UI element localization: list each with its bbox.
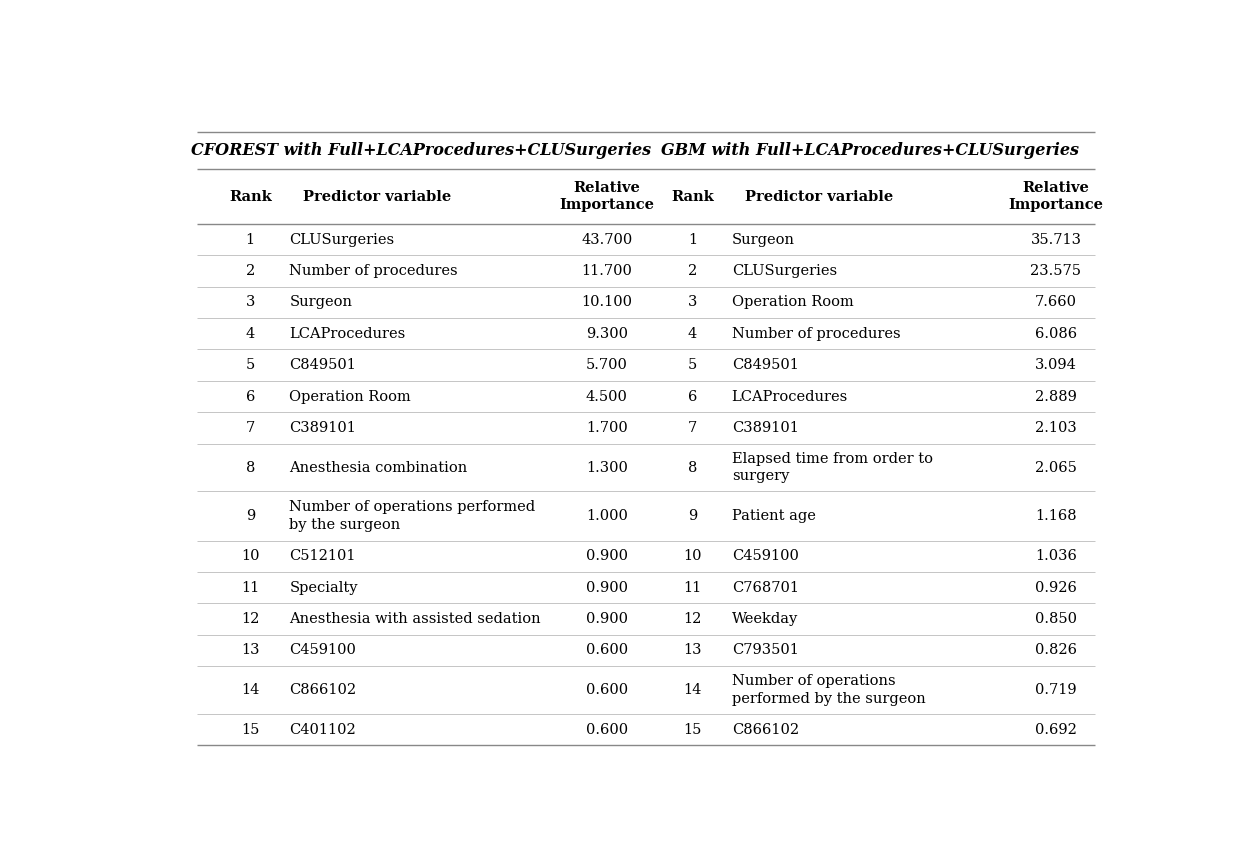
Text: 1: 1 xyxy=(246,233,255,247)
Text: 6.086: 6.086 xyxy=(1034,327,1077,341)
Text: 3: 3 xyxy=(688,295,697,309)
Text: 0.900: 0.900 xyxy=(586,580,627,595)
Text: 1.300: 1.300 xyxy=(586,461,627,474)
Text: 0.900: 0.900 xyxy=(586,550,627,563)
Text: 1.700: 1.700 xyxy=(586,421,627,435)
Text: 0.600: 0.600 xyxy=(586,722,627,737)
Text: 6: 6 xyxy=(688,389,697,403)
Text: Number of procedures: Number of procedures xyxy=(290,264,457,278)
Text: 4: 4 xyxy=(688,327,697,341)
Text: 12: 12 xyxy=(241,612,260,626)
Text: 14: 14 xyxy=(241,683,260,697)
Text: 9: 9 xyxy=(688,509,697,523)
Text: Relative
Importance: Relative Importance xyxy=(1008,181,1104,212)
Text: Surgeon: Surgeon xyxy=(290,295,353,309)
Text: C389101: C389101 xyxy=(732,421,799,435)
Text: 15: 15 xyxy=(241,722,260,737)
Text: 8: 8 xyxy=(246,461,255,474)
Text: 5: 5 xyxy=(246,358,255,372)
Text: 9: 9 xyxy=(246,509,255,523)
Text: Number of operations performed
by the surgeon: Number of operations performed by the su… xyxy=(290,501,536,532)
Text: 7: 7 xyxy=(688,421,697,435)
Text: 7: 7 xyxy=(246,421,255,435)
Text: C389101: C389101 xyxy=(290,421,357,435)
Text: 2.103: 2.103 xyxy=(1034,421,1077,435)
Text: 6: 6 xyxy=(246,389,255,403)
Text: 43.700: 43.700 xyxy=(581,233,633,247)
Text: Elapsed time from order to
surgery: Elapsed time from order to surgery xyxy=(732,452,932,483)
Text: 7.660: 7.660 xyxy=(1034,295,1077,309)
Text: Patient age: Patient age xyxy=(732,509,815,523)
Text: Rank: Rank xyxy=(229,189,272,204)
Text: 0.826: 0.826 xyxy=(1034,644,1077,657)
Text: Operation Room: Operation Room xyxy=(732,295,853,309)
Text: 10: 10 xyxy=(241,550,260,563)
Text: CFOREST with Full+LCAProcedures+CLUSurgeries: CFOREST with Full+LCAProcedures+CLUSurge… xyxy=(192,142,651,159)
Text: GBM with Full+LCAProcedures+CLUSurgeries: GBM with Full+LCAProcedures+CLUSurgeries xyxy=(662,142,1080,159)
Text: Number of operations
performed by the surgeon: Number of operations performed by the su… xyxy=(732,675,925,705)
Text: 0.600: 0.600 xyxy=(586,644,627,657)
Text: 8: 8 xyxy=(688,461,697,474)
Text: Surgeon: Surgeon xyxy=(732,233,795,247)
Text: 10: 10 xyxy=(683,550,702,563)
Text: CLUSurgeries: CLUSurgeries xyxy=(290,233,394,247)
Text: 13: 13 xyxy=(683,644,702,657)
Text: 2: 2 xyxy=(688,264,697,278)
Text: 1.168: 1.168 xyxy=(1034,509,1077,523)
Text: C768701: C768701 xyxy=(732,580,799,595)
Text: 5.700: 5.700 xyxy=(586,358,627,372)
Text: 4.500: 4.500 xyxy=(586,389,627,403)
Text: Operation Room: Operation Room xyxy=(290,389,411,403)
Text: Weekday: Weekday xyxy=(732,612,798,626)
Text: Predictor variable: Predictor variable xyxy=(746,189,893,204)
Text: LCAProcedures: LCAProcedures xyxy=(290,327,406,341)
Text: 4: 4 xyxy=(246,327,255,341)
Text: C849501: C849501 xyxy=(732,358,799,372)
Text: Rank: Rank xyxy=(672,189,714,204)
Text: 15: 15 xyxy=(683,722,702,737)
Text: Relative
Importance: Relative Importance xyxy=(559,181,654,212)
Text: 3.094: 3.094 xyxy=(1034,358,1077,372)
Text: 12: 12 xyxy=(683,612,702,626)
Text: C512101: C512101 xyxy=(290,550,355,563)
Text: 23.575: 23.575 xyxy=(1031,264,1081,278)
Text: 0.692: 0.692 xyxy=(1034,722,1077,737)
Text: C849501: C849501 xyxy=(290,358,357,372)
Text: 2: 2 xyxy=(246,264,255,278)
Text: 0.850: 0.850 xyxy=(1034,612,1077,626)
Text: 35.713: 35.713 xyxy=(1031,233,1081,247)
Text: CLUSurgeries: CLUSurgeries xyxy=(732,264,837,278)
Text: C459100: C459100 xyxy=(290,644,357,657)
Text: Anesthesia with assisted sedation: Anesthesia with assisted sedation xyxy=(290,612,541,626)
Text: C401102: C401102 xyxy=(290,722,357,737)
Text: 5: 5 xyxy=(688,358,697,372)
Text: 1.000: 1.000 xyxy=(586,509,627,523)
Text: 1.036: 1.036 xyxy=(1034,550,1077,563)
Text: 11: 11 xyxy=(683,580,702,595)
Text: 9.300: 9.300 xyxy=(586,327,627,341)
Text: 2.065: 2.065 xyxy=(1034,461,1077,474)
Text: 13: 13 xyxy=(241,644,260,657)
Text: 11.700: 11.700 xyxy=(581,264,633,278)
Text: Specialty: Specialty xyxy=(290,580,358,595)
Text: Predictor variable: Predictor variable xyxy=(304,189,451,204)
Text: 2.889: 2.889 xyxy=(1034,389,1077,403)
Text: C866102: C866102 xyxy=(290,683,357,697)
Text: 0.600: 0.600 xyxy=(586,683,627,697)
Text: Anesthesia combination: Anesthesia combination xyxy=(290,461,467,474)
Text: Number of procedures: Number of procedures xyxy=(732,327,901,341)
Text: C793501: C793501 xyxy=(732,644,799,657)
Text: 11: 11 xyxy=(241,580,260,595)
Text: 3: 3 xyxy=(246,295,255,309)
Text: 10.100: 10.100 xyxy=(581,295,633,309)
Text: LCAProcedures: LCAProcedures xyxy=(732,389,848,403)
Text: 0.926: 0.926 xyxy=(1034,580,1077,595)
Text: 1: 1 xyxy=(688,233,697,247)
Text: C866102: C866102 xyxy=(732,722,799,737)
Text: 0.719: 0.719 xyxy=(1034,683,1077,697)
Text: C459100: C459100 xyxy=(732,550,799,563)
Text: 0.900: 0.900 xyxy=(586,612,627,626)
Text: 14: 14 xyxy=(683,683,702,697)
